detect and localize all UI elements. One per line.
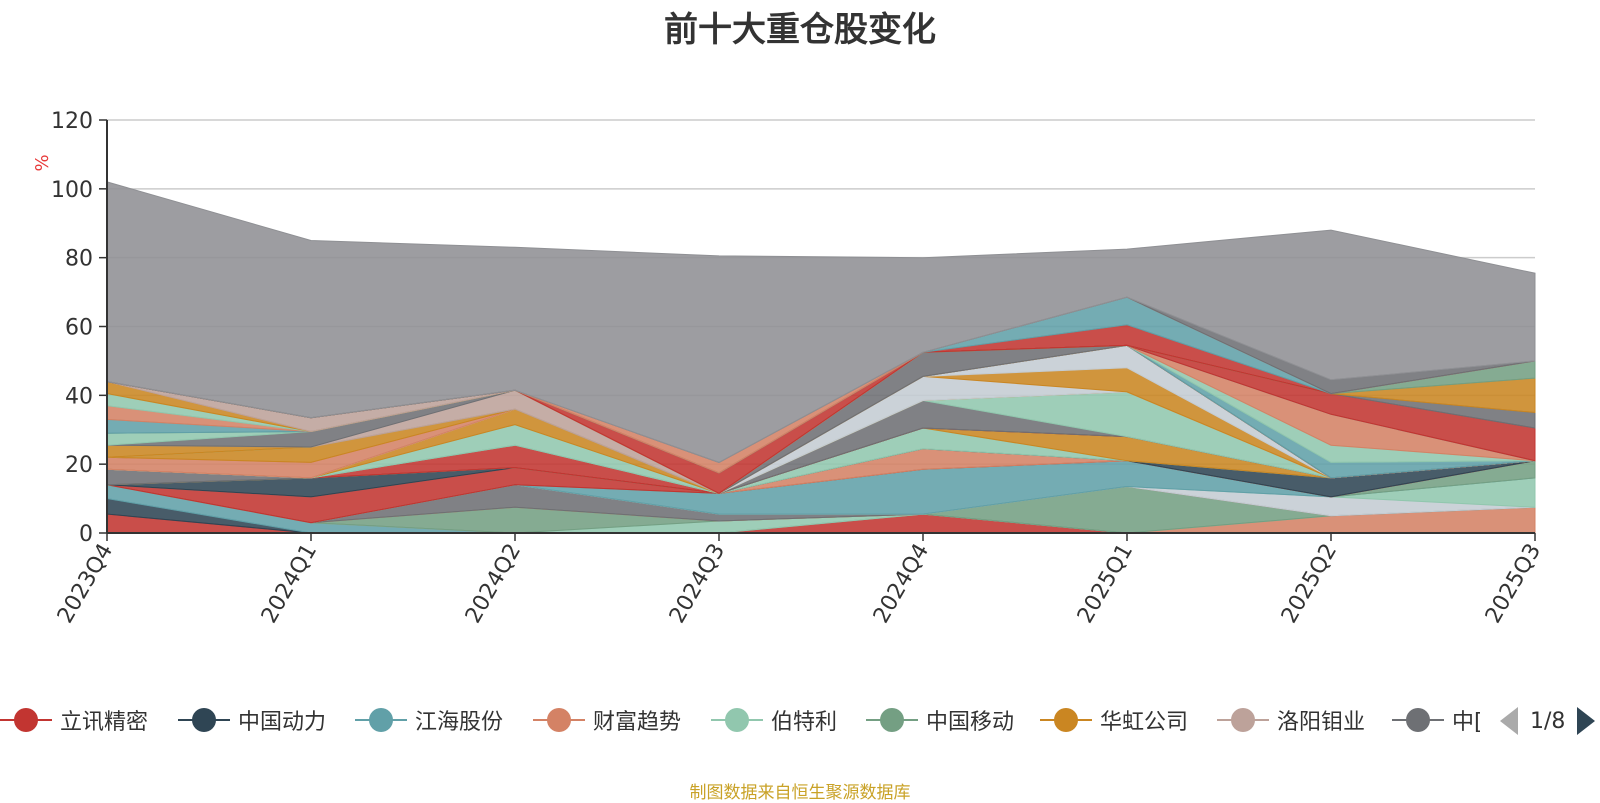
legend-label: 洛阳钼业 bbox=[1277, 710, 1366, 735]
legend-marker-icon bbox=[711, 702, 763, 738]
legend-item[interactable]: 财富趋势 bbox=[533, 702, 681, 738]
legend-label: 伯特利 bbox=[771, 710, 838, 735]
x-tick-label: 2025Q2 bbox=[1277, 540, 1342, 628]
legend-marker-icon bbox=[1392, 702, 1444, 738]
legend-item[interactable]: 华虹公司 bbox=[1040, 702, 1188, 738]
legend-marker-icon bbox=[0, 702, 52, 738]
area-series-53[interactable] bbox=[106, 181, 1536, 463]
y-tick-label: 60 bbox=[65, 316, 93, 341]
legend-page-indicator: 1/8 bbox=[1530, 708, 1566, 734]
legend-label: 财富趋势 bbox=[593, 710, 682, 735]
y-tick-label: 80 bbox=[65, 247, 93, 272]
x-tick-label: 2025Q1 bbox=[1073, 540, 1138, 628]
legend-item[interactable]: 江海股份 bbox=[355, 702, 503, 738]
legend-label: 立讯精密 bbox=[60, 710, 149, 735]
legend-label: 江海股份 bbox=[415, 710, 504, 735]
legend-marker-icon bbox=[355, 702, 407, 738]
y-tick-label: 20 bbox=[65, 453, 93, 478]
legend-label: 中[ bbox=[1452, 710, 1480, 735]
legend-marker-icon bbox=[866, 702, 918, 738]
y-axis-label: % bbox=[32, 154, 53, 171]
x-tick-label: 2024Q4 bbox=[869, 540, 934, 628]
x-tick-label: 2024Q2 bbox=[461, 540, 526, 628]
legend-marker-icon bbox=[178, 702, 230, 738]
legend: 立讯精密 中国动力 江海股份 财富趋势 伯特利 中国移动 华虹公司 洛阳钼业 中[ bbox=[0, 702, 1480, 738]
legend-item[interactable]: 伯特利 bbox=[711, 702, 837, 738]
x-tick-label: 2025Q3 bbox=[1481, 540, 1546, 628]
x-tick-label: 2023Q4 bbox=[53, 540, 118, 628]
legend-pager: 1/8 bbox=[1500, 706, 1596, 736]
y-tick-label: 100 bbox=[51, 178, 93, 203]
legend-item[interactable]: 中国动力 bbox=[178, 702, 326, 738]
legend-label: 中国移动 bbox=[926, 710, 1015, 735]
legend-marker-icon bbox=[1217, 702, 1269, 738]
y-tick-label: 40 bbox=[65, 384, 93, 409]
legend-item[interactable]: 立讯精密 bbox=[0, 702, 148, 738]
legend-item[interactable]: 中[ bbox=[1392, 702, 1480, 738]
legend-item[interactable]: 洛阳钼业 bbox=[1217, 702, 1365, 738]
area-series bbox=[106, 181, 1536, 534]
legend-label: 中国动力 bbox=[238, 710, 327, 735]
y-tick-label: 0 bbox=[79, 522, 93, 547]
legend-next-icon[interactable] bbox=[1577, 707, 1596, 735]
legend-prev-icon[interactable] bbox=[1500, 707, 1518, 735]
legend-label: 华虹公司 bbox=[1100, 710, 1189, 735]
legend-marker-icon bbox=[1040, 702, 1092, 738]
legend-item[interactable]: 中国移动 bbox=[866, 702, 1014, 738]
stacked-area-chart: 0 20 40 60 80 100 120 2023Q4 2024Q1 2024Q2 2024Q3 2… bbox=[32, 109, 1546, 628]
x-tick-label: 2024Q3 bbox=[665, 540, 730, 628]
y-tick-label: 120 bbox=[51, 109, 93, 134]
x-tick-label: 2024Q1 bbox=[257, 540, 322, 628]
source-note: 制图数据来自恒生聚源数据库 bbox=[689, 783, 911, 803]
chart-title: 前十大重仓股变化 bbox=[664, 10, 936, 50]
legend-marker-icon bbox=[533, 702, 585, 738]
